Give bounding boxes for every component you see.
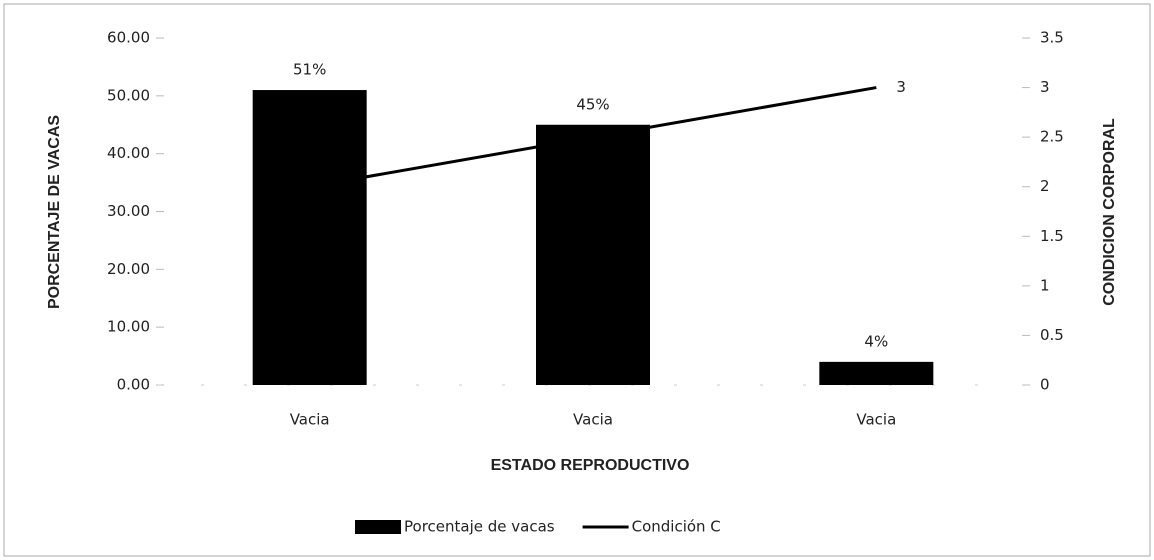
y2-axis-title: CONDICION CORPORAL: [1101, 118, 1118, 306]
yticks-label: 20.00: [107, 260, 150, 278]
yticks-label: 0.00: [117, 376, 150, 394]
data-label: 51%: [293, 61, 326, 79]
yticks-label: 60.00: [107, 29, 150, 47]
yticks-label: 30.00: [107, 202, 150, 220]
y2ticks-label: 2.5: [1040, 128, 1064, 146]
y2ticks-label: 0: [1040, 376, 1050, 394]
x-axis-title: ESTADO REPRODUCTIVO: [491, 457, 690, 474]
y2ticks-label: 3: [1040, 78, 1050, 96]
legend-label: Condición C: [632, 518, 721, 536]
data-label: 4%: [864, 332, 888, 350]
bar: [252, 90, 367, 386]
yticks-label: 10.00: [107, 318, 150, 336]
y2ticks-label: 1: [1040, 276, 1050, 294]
x-tick-label: Vacia: [856, 411, 896, 429]
data-label: 3: [896, 78, 906, 96]
bar: [819, 361, 934, 385]
data-label: 45%: [576, 95, 609, 113]
y2ticks-label: 3.5: [1040, 29, 1064, 47]
y2ticks-label: 0.5: [1040, 326, 1064, 344]
x-tick-label: Vacia: [573, 411, 613, 429]
y2ticks-label: 2: [1040, 177, 1050, 195]
legend-swatch: [355, 520, 401, 534]
y2ticks-label: 1.5: [1040, 227, 1064, 245]
yticks-label: 50.00: [107, 86, 150, 104]
legend-label: Porcentaje de vacas: [404, 518, 555, 536]
x-tick-label: Vacia: [290, 411, 330, 429]
yticks-label: 40.00: [107, 144, 150, 162]
y-axis-title: PORCENTAJE DE VACAS: [46, 115, 63, 309]
bar: [536, 124, 650, 385]
